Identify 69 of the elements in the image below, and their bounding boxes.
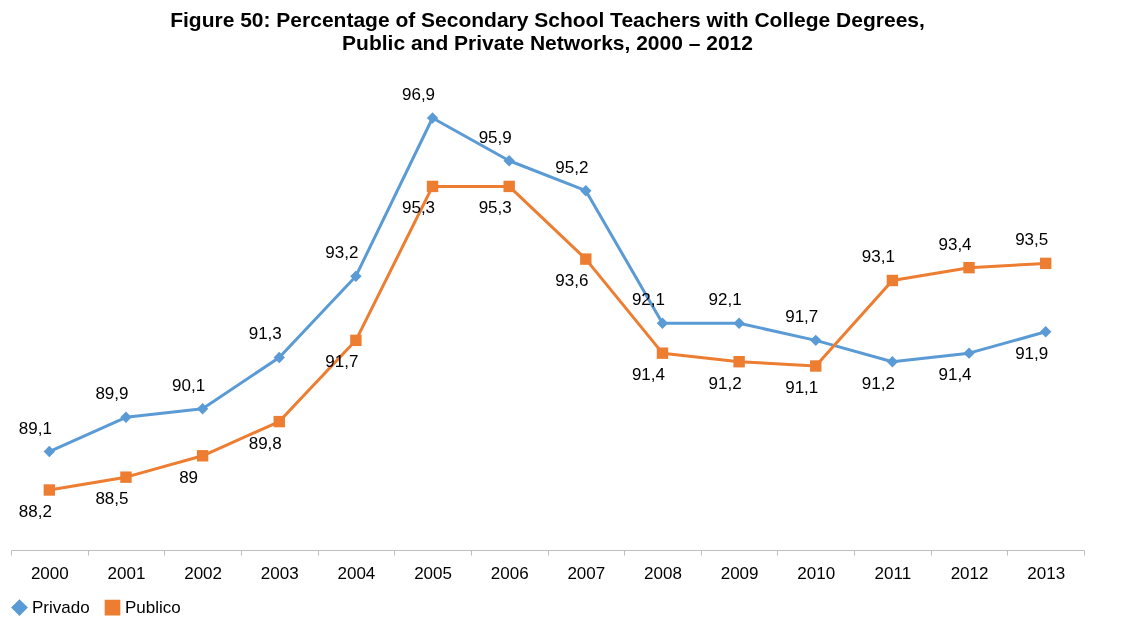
data-label: 93,4 xyxy=(938,234,972,254)
point xyxy=(1039,326,1052,338)
point xyxy=(733,356,745,368)
x-tick-label: 2012 xyxy=(950,563,989,583)
x-tick-label: 2000 xyxy=(30,563,69,583)
point xyxy=(273,415,285,428)
data-label: 92,1 xyxy=(708,290,742,310)
x-tick-label: 2005 xyxy=(414,563,452,583)
point xyxy=(810,334,822,347)
x-tick-label: 2009 xyxy=(720,563,759,583)
point xyxy=(273,351,285,364)
data-label: 95,2 xyxy=(555,157,589,177)
point xyxy=(350,334,362,347)
point xyxy=(1039,257,1052,270)
legend-label: Publico xyxy=(125,597,181,617)
point xyxy=(43,445,56,458)
point xyxy=(733,317,745,329)
legend-label: Privado xyxy=(32,597,90,617)
data-label: 89,9 xyxy=(95,384,129,404)
point xyxy=(426,112,439,124)
x-tick-label: 2013 xyxy=(1027,563,1066,583)
point xyxy=(120,471,132,483)
point xyxy=(886,274,899,287)
x-tick-label: 2011 xyxy=(874,563,912,583)
chart-title: Figure 50: Percentage of Secondary School Teachers with College Degrees, Public and Private Networks, 2000 – 2012 xyxy=(170,8,925,54)
data-label: 91,7 xyxy=(785,307,819,327)
point xyxy=(120,411,132,424)
x-tick-label: 2004 xyxy=(337,563,376,583)
point xyxy=(656,347,669,359)
point xyxy=(350,270,362,282)
data-label: 90,1 xyxy=(172,375,206,395)
data-label: 89 xyxy=(179,467,199,487)
x-tick-label: 2003 xyxy=(260,563,299,583)
data-label: 91,4 xyxy=(631,365,666,385)
x-tick-label: 2008 xyxy=(644,563,682,583)
data-label: 91,3 xyxy=(248,324,282,344)
point xyxy=(886,356,899,368)
data-label: 88,5 xyxy=(95,489,129,509)
data-label: 93,6 xyxy=(555,271,589,291)
point xyxy=(963,347,975,359)
x-tick-label: 2002 xyxy=(184,563,223,583)
data-label: 96,9 xyxy=(401,85,436,104)
x-tick-label: 2001 xyxy=(107,563,146,583)
data-label: 88,2 xyxy=(18,502,52,521)
point xyxy=(580,184,592,197)
x-tick-label: 2010 xyxy=(797,563,836,583)
point xyxy=(43,484,56,496)
point xyxy=(580,253,592,265)
data-label: 89,1 xyxy=(18,418,52,438)
x-tick-label: 2006 xyxy=(490,563,529,583)
data-label: 91,9 xyxy=(1015,343,1049,363)
x-tick-label: 2007 xyxy=(567,563,606,583)
point xyxy=(810,360,822,372)
point xyxy=(196,450,209,462)
data-label: 91,2 xyxy=(708,373,742,393)
point xyxy=(196,403,209,415)
data-label: 95,9 xyxy=(478,127,512,147)
data-label: 91,1 xyxy=(785,378,819,397)
data-label: 93,2 xyxy=(325,243,359,263)
point xyxy=(503,180,515,193)
point xyxy=(426,180,439,193)
data-label: 89,8 xyxy=(248,433,282,453)
point xyxy=(503,155,515,167)
point xyxy=(963,261,975,274)
data-label: 91,4 xyxy=(938,365,972,385)
data-label: 91,2 xyxy=(861,373,895,393)
data-label: 93,5 xyxy=(1015,230,1049,250)
data-label: 95,3 xyxy=(478,198,512,218)
data-label: 93,1 xyxy=(861,247,895,267)
